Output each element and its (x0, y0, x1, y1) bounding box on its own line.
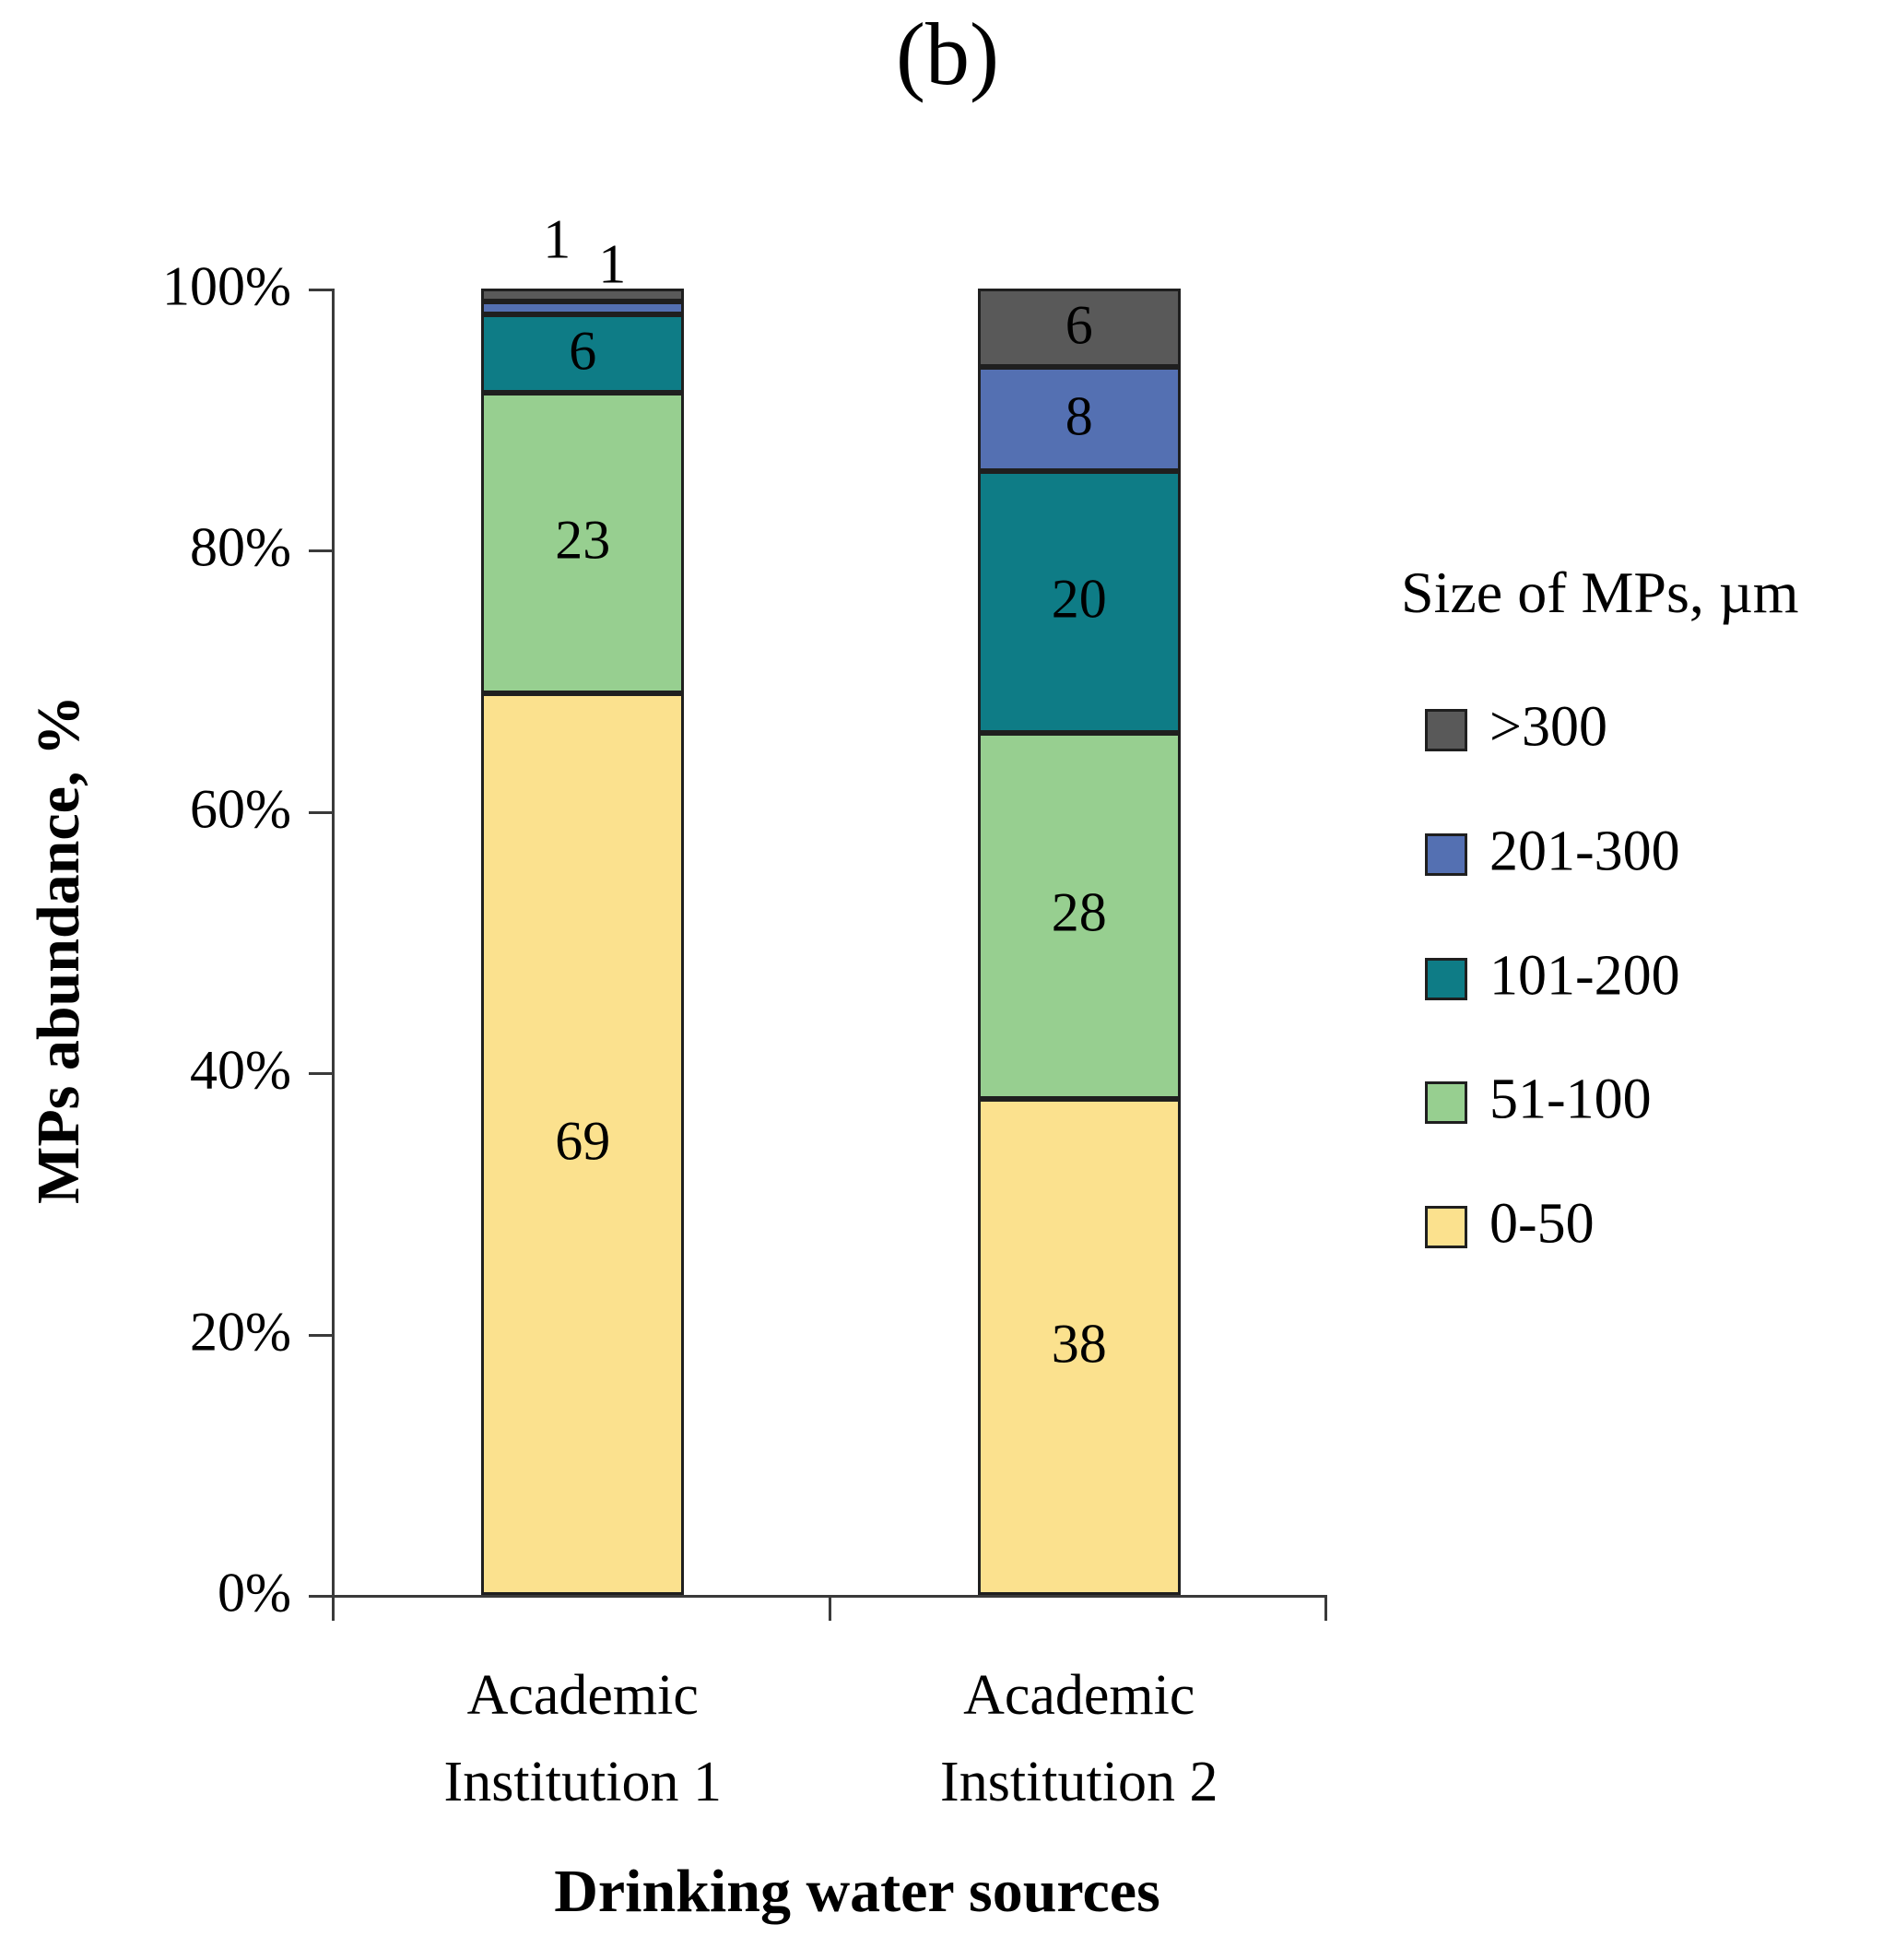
bar-segment-0-50 (481, 693, 685, 1595)
bar-segment->300 (481, 289, 685, 302)
y-tick-label: 0% (218, 1562, 291, 1623)
y-tick-label: 100% (162, 255, 291, 317)
bar-segment-0-50 (977, 1098, 1181, 1595)
legend-swatch->300 (1425, 709, 1467, 751)
segment-label: 38 (1051, 1313, 1107, 1375)
legend-swatch-101-200 (1425, 957, 1467, 1000)
segment-label: 6 (1065, 294, 1093, 356)
segment-label: 28 (1051, 881, 1107, 943)
y-tick (309, 1072, 332, 1076)
bar-segment-201-300 (977, 367, 1181, 472)
segment-label: 8 (1065, 385, 1093, 447)
category-tick (1324, 1598, 1327, 1621)
y-axis-title: MPs abundance, % (25, 695, 92, 1204)
legend-title: Size of MPs, µm (1401, 560, 1799, 625)
legend-item-label: 201-300 (1489, 820, 1680, 883)
legend-item-label: 51-100 (1489, 1068, 1652, 1131)
outside-segment-label: 1 (598, 233, 627, 295)
outside-segment-label: 1 (543, 208, 571, 270)
panel-label: (b) (896, 5, 999, 103)
category-label: Academic Institution 2 (940, 1664, 1218, 1814)
y-tick (309, 289, 332, 291)
category-tick (332, 1598, 335, 1621)
y-tick (309, 1595, 332, 1598)
y-tick (309, 1333, 332, 1337)
legend-item-label: 101-200 (1489, 944, 1680, 1008)
bar-segment-51-100 (977, 732, 1181, 1099)
legend-item-label: 0-50 (1489, 1192, 1595, 1256)
y-tick (309, 549, 332, 553)
segment-label: 6 (569, 320, 597, 382)
bar-segment-101-200 (977, 471, 1181, 733)
bar-segment-51-100 (481, 393, 685, 694)
bar-segment-101-200 (481, 314, 685, 394)
bar-segment->300 (977, 289, 1181, 368)
legend-swatch-51-100 (1425, 1081, 1467, 1125)
x-axis-line (309, 1595, 1327, 1598)
segment-label: 23 (555, 510, 611, 572)
segment-label: 20 (1051, 568, 1107, 630)
category-tick (828, 1598, 831, 1621)
category-label: Academic Institution 1 (443, 1664, 722, 1814)
y-tick (309, 810, 332, 814)
y-axis-line (332, 289, 335, 1618)
y-tick-label: 20% (190, 1301, 291, 1363)
legend-swatch-201-300 (1425, 832, 1467, 876)
legend-item-label: >300 (1489, 695, 1607, 759)
y-tick-label: 40% (190, 1039, 291, 1101)
bar-segment-201-300 (481, 301, 685, 315)
legend-swatch-0-50 (1425, 1206, 1467, 1248)
x-axis-title: Drinking water sources (554, 1858, 1160, 1925)
y-tick-label: 80% (190, 517, 291, 579)
y-tick-label: 60% (190, 778, 291, 840)
segment-label: 69 (555, 1110, 611, 1172)
